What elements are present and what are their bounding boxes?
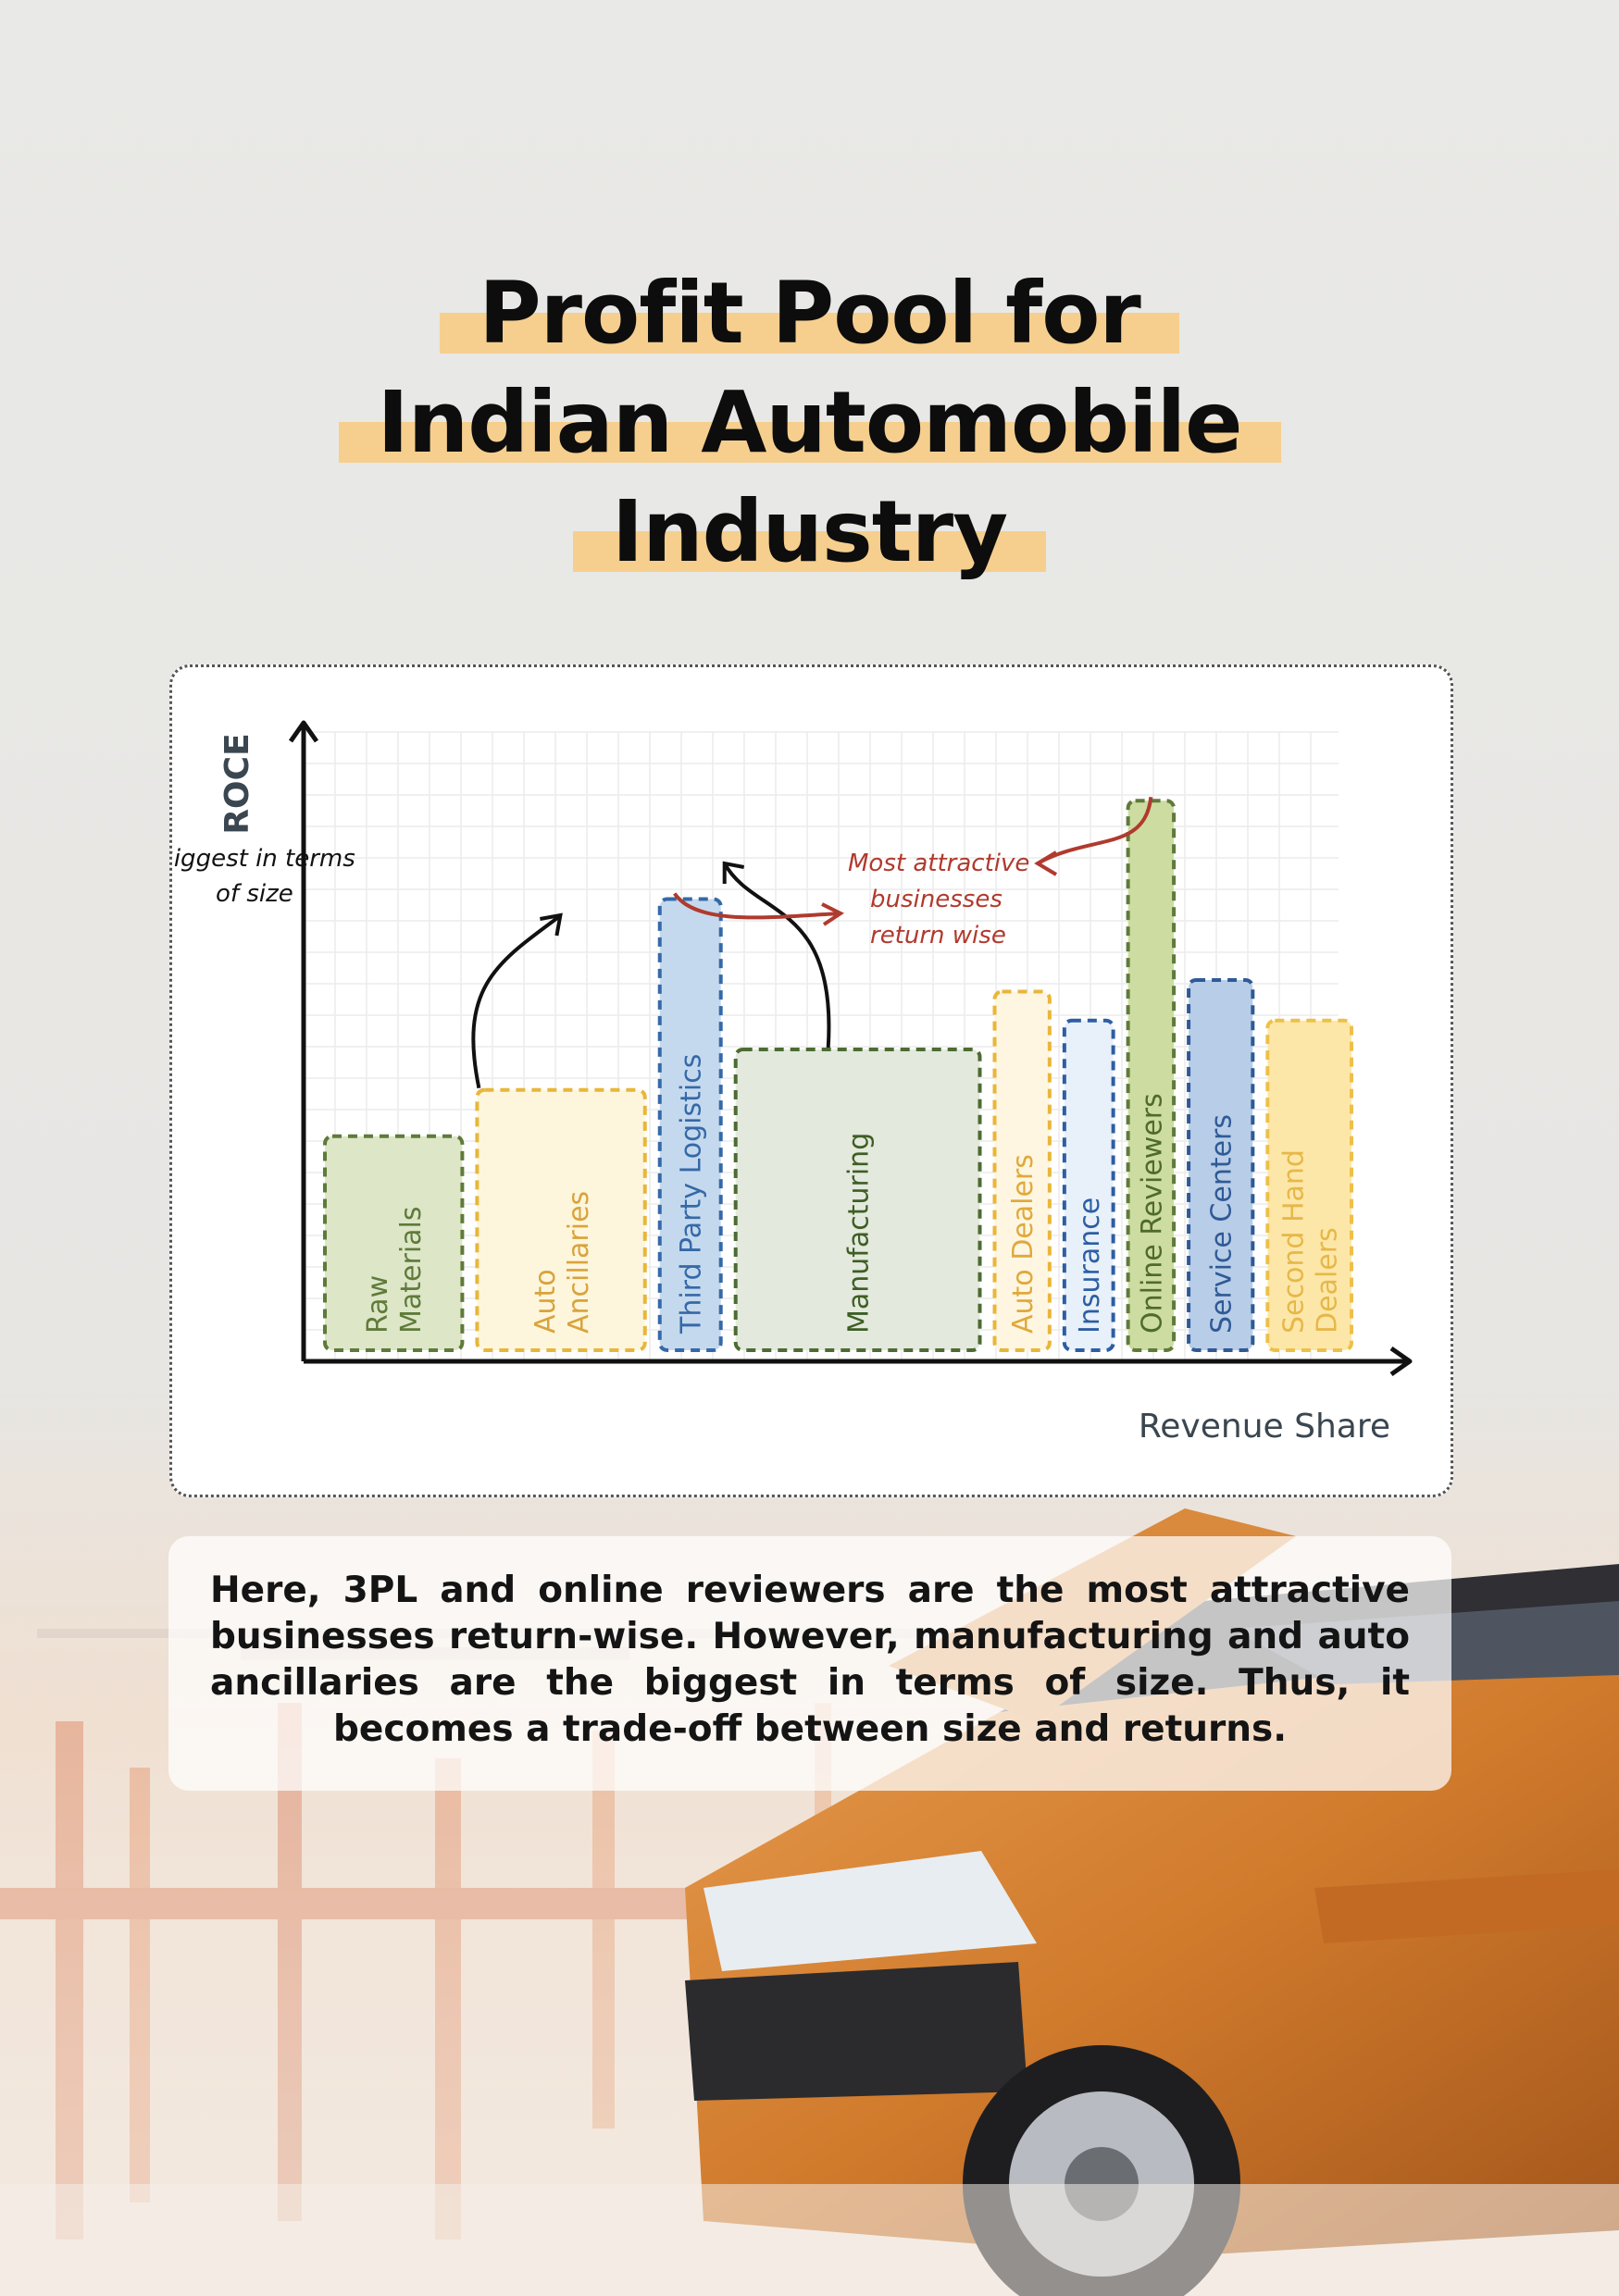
bar-label-line: Online Reviewers bbox=[1136, 1093, 1168, 1334]
bar-label-line: Auto bbox=[529, 1269, 562, 1334]
bar-label-0: RawMaterials bbox=[362, 1206, 428, 1334]
annotation-line: return wise bbox=[870, 922, 1006, 949]
bar-0 bbox=[323, 1134, 465, 1352]
y-axis-arrow bbox=[288, 720, 319, 743]
profit-pool-chart: RawMaterials AutoAncillaries Third Party L… bbox=[172, 720, 1413, 1446]
bar-label-line: Manufacturing bbox=[843, 1133, 876, 1334]
title-line-3: Industry bbox=[0, 478, 1619, 587]
caption-text: Here, 3PL and online reviewers are the m… bbox=[210, 1570, 1410, 1750]
bar-7 bbox=[1187, 978, 1255, 1352]
bar-label-line: Auto Dealers bbox=[1007, 1154, 1040, 1334]
bar-label-line: Second Hand bbox=[1278, 1149, 1311, 1334]
annotation-biggest: Biggest in terms of size bbox=[172, 845, 355, 908]
caption-box: Here, 3PL and online reviewers are the m… bbox=[168, 1536, 1451, 1791]
bar-8 bbox=[1265, 1018, 1354, 1352]
bar-label-line: Third Party Logistics bbox=[676, 1054, 708, 1334]
annotation-line: businesses bbox=[870, 886, 1003, 913]
bar-label-line: Dealers bbox=[1312, 1227, 1344, 1334]
bar-label-line: Ancillaries bbox=[563, 1191, 595, 1334]
bar-label-line: Insurance bbox=[1074, 1198, 1106, 1334]
bar-label-8: Second HandDealers bbox=[1278, 1149, 1344, 1334]
bar-label-6: Online Reviewers bbox=[1136, 1093, 1168, 1334]
bar-6 bbox=[1126, 799, 1177, 1352]
annotation-line: of size bbox=[216, 880, 293, 908]
bar-3 bbox=[733, 1048, 982, 1352]
annotation-attractive: Most attractive businesses return wise bbox=[848, 850, 1029, 949]
arrowhead-3pl bbox=[821, 902, 844, 926]
arrow-online bbox=[1037, 797, 1153, 865]
garage-car-background bbox=[0, 1370, 1619, 2296]
bar-label-2: Third Party Logistics bbox=[676, 1054, 708, 1334]
bar-label-3: Manufacturing bbox=[843, 1133, 876, 1334]
x-axis-label: Revenue Share bbox=[1139, 1408, 1390, 1446]
arrow-manufacturing bbox=[722, 863, 831, 1049]
bar-2 bbox=[657, 897, 723, 1352]
bar-5 bbox=[1062, 1018, 1115, 1352]
bar-label-1: AutoAncillaries bbox=[529, 1191, 595, 1334]
annotation-line: Most attractive bbox=[848, 850, 1029, 877]
bar-label-line: Raw bbox=[362, 1275, 394, 1334]
arrowhead-online bbox=[1034, 850, 1058, 876]
x-axis-arrow bbox=[1389, 1346, 1413, 1377]
arrowhead-ancillaries bbox=[540, 912, 563, 937]
bar-label-7: Service Centers bbox=[1206, 1114, 1239, 1334]
title-line-2: Indian Automobile bbox=[0, 368, 1619, 478]
bar-1 bbox=[475, 1087, 647, 1352]
arrow-ancillaries bbox=[471, 915, 560, 1089]
page-title: Profit Pool for Indian Automobile Indust… bbox=[0, 259, 1619, 587]
title-line-1: Profit Pool for bbox=[0, 259, 1619, 368]
bar-label-4: Auto Dealers bbox=[1007, 1154, 1040, 1334]
chart-card: RawMaterials AutoAncillaries Third Party L… bbox=[169, 664, 1453, 1497]
arrow-3pl bbox=[673, 892, 841, 920]
arrowhead-manufacturing bbox=[722, 861, 745, 884]
bar-label-5: Insurance bbox=[1074, 1198, 1106, 1334]
annotation-line: Biggest in terms bbox=[172, 845, 355, 873]
bar-label-line: Materials bbox=[395, 1206, 428, 1334]
bar-label-line: Service Centers bbox=[1206, 1114, 1239, 1334]
bar-4 bbox=[992, 989, 1052, 1352]
y-axis-label: ROCE bbox=[218, 733, 256, 834]
